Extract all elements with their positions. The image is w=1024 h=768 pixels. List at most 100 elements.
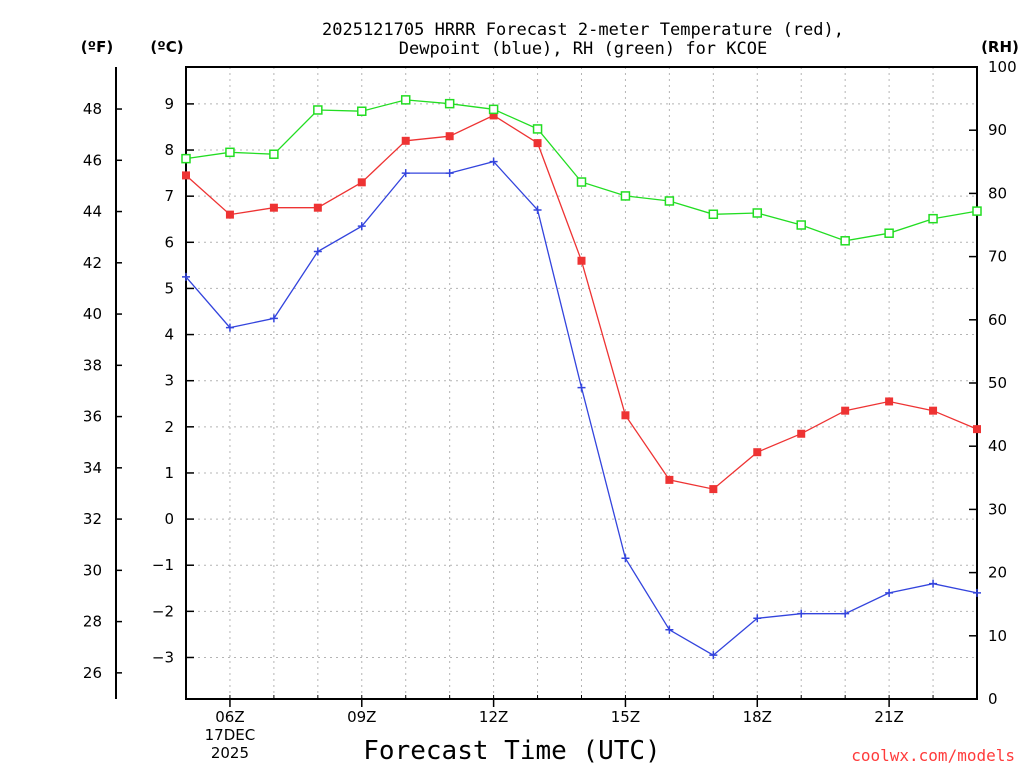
temperature-point [621,411,630,420]
rh-tick-label: 10 [988,627,1007,645]
fahrenheit-tick-label: 32 [83,510,102,528]
fahrenheit-tick-label: 36 [83,408,102,426]
data-series [181,95,982,660]
fahrenheit-tick-label: 34 [83,459,102,477]
fahrenheit-axis-unit: (ºF) [81,38,113,56]
dewpoint-point [885,588,894,597]
rh-point [488,104,499,115]
temperature-point [225,210,234,219]
temperature-point [489,111,498,120]
temperature-point [401,136,410,145]
x-tick-label: 12Z [479,708,508,726]
rh-point [313,105,323,115]
rh-point [532,124,543,134]
temperature-point [841,406,850,415]
x-tick-label: 15Z [611,708,640,726]
dewpoint-point [182,272,190,281]
x-tick-date: 17DEC [205,726,256,744]
rh-tick-label: 0 [988,690,998,708]
dewpoint-point [445,169,454,178]
dewpoint-point [313,247,322,256]
rh-point [796,220,806,230]
dewpoint-point [489,157,498,166]
celsius-tick-label: −3 [152,648,174,666]
rh-axis-unit: (RH) [981,38,1019,56]
x-tick-label: 18Z [743,708,772,726]
chart-title-line2: Dewpoint (blue), RH (green) for KCOE [399,39,767,59]
temperature-point [665,475,674,484]
chart-title-line1: 2025121705 HRRR Forecast 2-meter Tempera… [322,20,844,40]
temperature-point [973,425,981,434]
dewpoint-point [973,588,981,597]
x-tick-year: 2025 [211,744,249,762]
celsius-tick-label: 9 [164,95,174,113]
rh-tick-label: 20 [988,564,1007,582]
x-tick-label: 09Z [347,708,376,726]
dewpoint-point [269,314,278,323]
rh-point [576,177,587,187]
celsius-axis-unit: (ºC) [150,38,183,56]
temperature-point [797,429,806,438]
dewpoint-point [621,554,630,563]
rh-tick-label: 30 [988,500,1007,518]
fahrenheit-tick-label: 46 [83,151,102,169]
rh-tick-label: 50 [988,374,1007,392]
celsius-tick-label: 1 [164,464,174,482]
celsius-tick-label: 7 [164,187,174,205]
dewpoint-point [533,206,542,215]
rh-point [444,98,455,109]
celsius-tick-label: 3 [164,372,174,390]
dewpoint-point [357,222,366,231]
axes: 9876543210−1−2−3484644424038363432302826… [83,58,1017,762]
fahrenheit-tick-label: 48 [83,100,102,118]
temperature-point [357,178,366,187]
dewpoint-point [929,579,938,588]
rh-point [620,191,631,201]
fahrenheit-tick-label: 38 [83,356,102,374]
dewpoint-point [753,614,762,623]
fahrenheit-tick-label: 28 [83,613,102,631]
rh-tick-label: 80 [988,184,1007,202]
temperature-point [885,397,894,406]
credit-text: coolwx.com/models [851,746,1015,765]
celsius-tick-label: 8 [164,141,174,159]
temperature-point [533,139,542,148]
temperature-point [182,171,190,180]
temperature-point [313,203,322,212]
dewpoint-point [225,323,234,332]
temperature-point [269,203,278,212]
temperature-point [929,406,938,415]
rh-point [752,208,763,218]
rh-point [884,228,894,238]
rh-tick-label: 70 [988,248,1007,266]
celsius-tick-label: 2 [164,418,174,436]
fahrenheit-tick-label: 30 [83,561,102,579]
grid-lines [185,67,978,699]
celsius-tick-label: 5 [164,279,174,297]
rh-tick-label: 40 [988,437,1007,455]
fahrenheit-tick-label: 44 [83,203,102,221]
rh-tick-label: 60 [988,311,1007,329]
celsius-tick-label: −2 [152,602,174,620]
dewpoint-point [577,383,586,392]
x-tick-label: 21Z [874,708,903,726]
rh-point [840,236,850,246]
x-axis-label: Forecast Time (UTC) [363,736,660,766]
celsius-tick-label: 0 [164,510,174,528]
temperature-point [445,132,454,141]
rh-point [664,196,675,206]
x-tick-label: 06Z [215,708,244,726]
rh-point [357,106,367,116]
dewpoint-point [797,609,806,618]
temperature-point [577,256,586,265]
plot-frame [185,66,978,700]
rh-point [225,147,235,158]
celsius-tick-label: 4 [164,326,174,344]
fahrenheit-tick-label: 26 [83,664,102,682]
temperature-point [709,485,718,494]
dewpoint-point [401,169,410,178]
dewpoint-point [709,651,718,660]
fahrenheit-tick-label: 42 [83,254,102,272]
fahrenheit-tick-label: 40 [83,305,102,323]
